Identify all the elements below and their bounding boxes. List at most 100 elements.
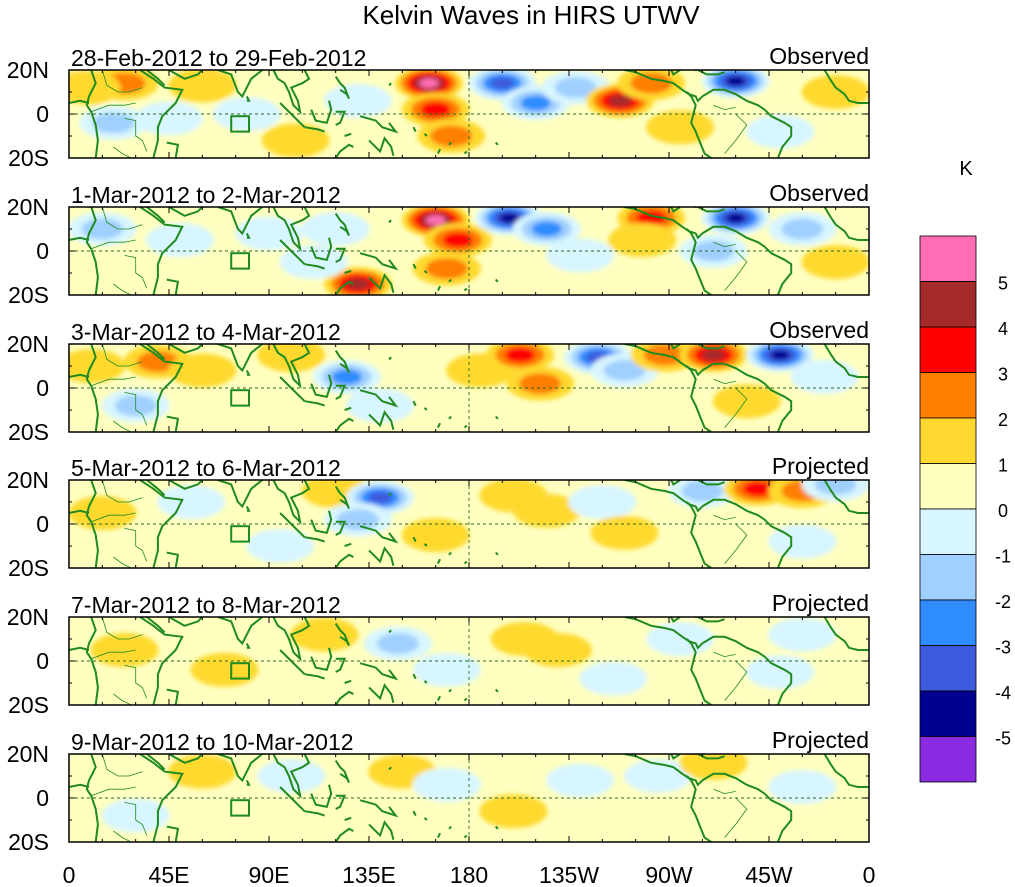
anomaly-contour: [801, 245, 869, 279]
coastline: [166, 415, 180, 432]
anomaly-contour: [425, 258, 468, 280]
coastline: [437, 422, 441, 429]
coastline: [69, 99, 90, 104]
coastline: [670, 480, 681, 486]
lat-label: 20N: [7, 741, 49, 767]
coastline: [279, 649, 306, 675]
coastline: [412, 810, 417, 817]
coastline: [423, 407, 428, 411]
coastline: [624, 207, 704, 240]
country-border: [113, 146, 132, 158]
colorbar: 5 4 3 2 1 0 -1 -2 -3 -4 -5: [919, 235, 1011, 783]
coastline: [368, 410, 395, 431]
panel-date-range: 1-Mar-2012 to 2-Mar-2012: [71, 182, 341, 208]
panel-status: Observed: [769, 43, 869, 69]
colorbar-swatch: [919, 508, 977, 555]
coastline: [624, 344, 704, 377]
country-border: [724, 250, 748, 291]
coastline: [448, 825, 452, 830]
coastline: [368, 546, 395, 567]
lon-label: 135W: [539, 862, 599, 887]
coastline: [310, 784, 333, 808]
lon-label: 180: [450, 862, 488, 887]
anomaly-contour: [69, 349, 126, 383]
coastline: [701, 362, 793, 432]
country-border: [724, 523, 748, 564]
map-panel: 28-Feb-2012 to 29-Feb-2012 Observed 20N 0 20…: [7, 43, 870, 171]
coastline: [335, 794, 347, 810]
coastline: [139, 617, 184, 705]
coastline: [437, 695, 441, 702]
country-border: [124, 802, 148, 836]
coastline: [146, 617, 166, 634]
anomaly-contour: [346, 278, 370, 290]
country-border: [713, 651, 736, 658]
coastline: [494, 688, 499, 693]
coastline: [334, 827, 354, 842]
country-border: [91, 102, 136, 113]
coastline: [245, 642, 251, 649]
coastline: [670, 344, 681, 350]
coastline: [272, 754, 311, 799]
panel-status: Observed: [769, 180, 869, 206]
panel-status: Projected: [772, 453, 869, 479]
coastline: [310, 374, 333, 398]
anomaly-contour: [712, 384, 781, 419]
country-border: [713, 241, 736, 248]
coastlines: [69, 480, 869, 568]
coastline: [217, 344, 263, 373]
anomaly-contour: [346, 388, 415, 423]
anomaly-contour: [279, 245, 348, 279]
coastline: [448, 688, 452, 693]
coastline: [69, 646, 90, 651]
coastline: [412, 536, 417, 543]
coastline: [412, 400, 417, 407]
lat-label: 20S: [8, 555, 49, 581]
anomaly-contour: [490, 77, 515, 90]
colorbar-label: 1: [998, 456, 1008, 476]
coastline: [701, 635, 793, 705]
coastline: [335, 247, 347, 263]
coastline: [494, 551, 499, 556]
anomaly-contour: [725, 213, 746, 223]
coastline: [310, 237, 333, 261]
country-border: [113, 830, 132, 842]
lon-label: 45E: [149, 862, 190, 887]
country-border: [713, 788, 736, 795]
coastline: [823, 617, 869, 651]
anomaly-contour: [430, 125, 473, 147]
anomaly-contour: [412, 652, 481, 687]
coastline: [279, 102, 306, 128]
coastline: [168, 754, 204, 764]
lat-label: 20S: [8, 419, 49, 445]
coastline: [388, 82, 392, 87]
coastline: [85, 344, 99, 432]
anomaly-field: [69, 480, 869, 563]
coastline: [245, 505, 251, 512]
coastline: [217, 754, 263, 783]
colorbar-label: -3: [995, 638, 1011, 658]
coastline: [69, 373, 90, 378]
anomaly-contour: [92, 112, 135, 134]
country-border: [113, 283, 132, 295]
coastline: [335, 520, 347, 536]
coastline: [344, 542, 352, 547]
coastline: [166, 141, 180, 158]
colorbar-label: 5: [998, 274, 1008, 294]
coastline: [217, 617, 263, 646]
anomaly-contour: [701, 349, 726, 361]
coastline: [388, 492, 392, 497]
coastline: [334, 760, 350, 784]
coastline: [304, 400, 325, 407]
anomaly-contour: [523, 633, 592, 667]
panel-date-range: 5-Mar-2012 to 6-Mar-2012: [71, 455, 341, 481]
coastline: [624, 754, 704, 787]
coastline: [334, 213, 350, 237]
coastline: [823, 480, 869, 514]
coastline: [334, 690, 354, 705]
coastline: [359, 799, 399, 818]
colorbar-label: -2: [995, 592, 1011, 612]
anomaly-contour: [579, 661, 648, 696]
anomaly-contour: [479, 794, 548, 829]
country-border: [113, 556, 132, 568]
